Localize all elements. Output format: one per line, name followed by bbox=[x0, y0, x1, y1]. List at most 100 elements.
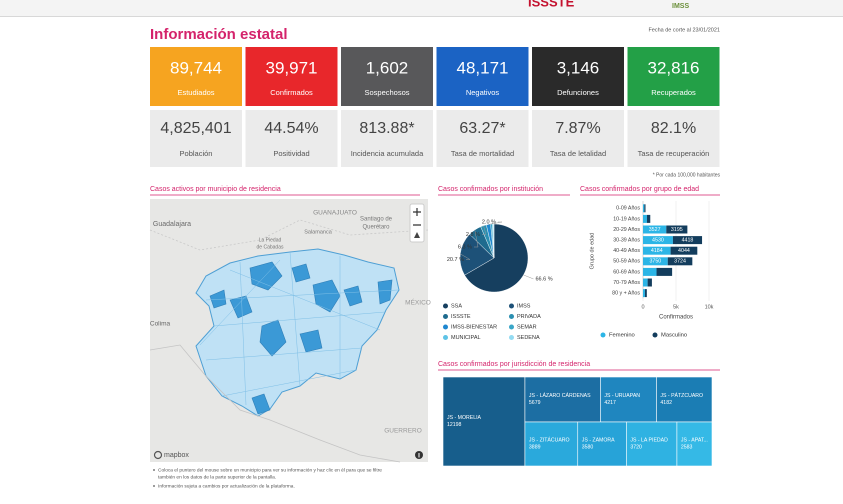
treemap-value: 4217 bbox=[604, 400, 616, 406]
municipality-highlight bbox=[291, 263, 311, 283]
bar-segment[interactable] bbox=[644, 289, 647, 298]
y-tick-label: 80 y + Años bbox=[612, 291, 640, 297]
bar-label: 3724 bbox=[674, 259, 686, 265]
municipality-highlight bbox=[209, 289, 227, 309]
indicator-label: Positividad bbox=[273, 149, 309, 158]
pie-label: 2.0 % bbox=[482, 219, 496, 225]
treemap-cell[interactable] bbox=[524, 421, 579, 467]
summary-card bbox=[150, 47, 242, 106]
pie-slice[interactable] bbox=[493, 223, 495, 259]
indicator-card bbox=[436, 110, 529, 167]
bar-segment[interactable] bbox=[644, 204, 646, 213]
summary-card bbox=[627, 47, 720, 106]
treemap-label: JS - ZAMORA bbox=[582, 437, 615, 443]
treemap-cell[interactable] bbox=[656, 376, 713, 423]
indicator-value: 813.88* bbox=[359, 120, 414, 137]
legend-label: Femenino bbox=[609, 333, 635, 339]
indicator-value: 82.1% bbox=[651, 120, 696, 137]
x-tick-label: 0 bbox=[641, 304, 644, 310]
summary-value: 32,816 bbox=[648, 58, 700, 77]
bar-segment[interactable] bbox=[666, 225, 688, 234]
pie-slice[interactable] bbox=[459, 233, 495, 276]
section-title: Casos confirmados por institución bbox=[438, 186, 543, 193]
nav-item: ISSSTE bbox=[528, 0, 575, 9]
y-tick-label: 40-49 Años bbox=[613, 248, 640, 254]
bar-segment[interactable] bbox=[647, 278, 652, 287]
indicator-value: 4,825,401 bbox=[160, 120, 231, 137]
bar-segment[interactable] bbox=[643, 225, 667, 234]
y-tick-label: 60-69 Años bbox=[613, 269, 640, 275]
municipality-highlight bbox=[229, 295, 253, 319]
y-tick-label: 10-19 Años bbox=[613, 216, 640, 222]
summary-label: Recuperados bbox=[651, 88, 696, 97]
bar-segment[interactable] bbox=[643, 204, 645, 213]
indicator-card bbox=[627, 110, 720, 167]
treemap-cell[interactable] bbox=[577, 421, 627, 467]
bar-label: 3750 bbox=[649, 259, 661, 265]
bar-label: 3527 bbox=[649, 227, 661, 233]
section-title: Casos confirmados por grupo de edad bbox=[580, 186, 699, 193]
pie-label: 6.3 % bbox=[458, 244, 472, 250]
legend-swatch bbox=[600, 332, 606, 338]
pie-leader bbox=[488, 221, 503, 225]
legend-swatch bbox=[443, 324, 448, 330]
treemap-value: 5679 bbox=[529, 400, 541, 406]
indicator-value: 7.87% bbox=[555, 120, 600, 137]
indicator-value: 44.54% bbox=[264, 120, 318, 137]
bar-segment[interactable] bbox=[643, 267, 657, 276]
bar-segment[interactable] bbox=[672, 236, 703, 245]
municipality-highlight bbox=[343, 285, 363, 307]
bar-segment[interactable] bbox=[670, 246, 698, 255]
summary-value: 89,744 bbox=[170, 58, 222, 77]
indicator-label: Incidencia acumulada bbox=[351, 149, 424, 158]
summary-label: Negativos bbox=[466, 88, 500, 97]
bar-label: 3195 bbox=[671, 227, 683, 233]
treemap-cell[interactable] bbox=[442, 376, 526, 467]
legend-label: ISSSTE bbox=[451, 314, 471, 320]
treemap-cell[interactable] bbox=[676, 421, 713, 467]
pie-leader bbox=[523, 274, 534, 280]
treemap-label: JS - MORELIA bbox=[447, 415, 482, 421]
treemap-value: 4182 bbox=[660, 400, 672, 406]
legend-swatch bbox=[509, 324, 514, 330]
bar-segment[interactable] bbox=[643, 257, 668, 266]
bar-segment[interactable] bbox=[646, 214, 651, 223]
summary-value: 3,146 bbox=[557, 58, 600, 77]
indicator-label: Tasa de letalidad bbox=[550, 149, 606, 158]
map-label: Salamanca bbox=[304, 229, 332, 235]
section-title: Casos activos por municipio de residenci… bbox=[150, 186, 281, 193]
legend-label: Masculino bbox=[661, 333, 687, 339]
indicator-label: Tasa de recuperación bbox=[638, 149, 710, 158]
bar-segment[interactable] bbox=[656, 267, 673, 276]
treemap-label: JS - PÁTZCUARO bbox=[660, 392, 703, 399]
municipality-border bbox=[221, 369, 357, 397]
summary-label: Sospechosos bbox=[364, 88, 409, 97]
bar-segment[interactable] bbox=[643, 289, 645, 298]
map-label: MÉXICO bbox=[405, 298, 431, 307]
pie-leader bbox=[482, 225, 487, 235]
municipality-border bbox=[239, 261, 247, 406]
municipality-border bbox=[199, 259, 281, 346]
indicator-card bbox=[245, 110, 338, 167]
summary-card bbox=[341, 47, 433, 106]
bar-segment[interactable] bbox=[643, 214, 647, 223]
bar-label: 4530 bbox=[652, 238, 664, 244]
bar-segment[interactable] bbox=[643, 278, 648, 287]
y-axis-label: Grupo de edad bbox=[589, 233, 595, 270]
map-attribution: mapbox bbox=[164, 452, 189, 459]
bar-segment[interactable] bbox=[643, 236, 673, 245]
summary-value: 1,602 bbox=[366, 58, 409, 77]
treemap-cell[interactable] bbox=[626, 421, 678, 467]
nav-bar bbox=[0, 0, 843, 16]
indicator-label: Tasa de mortalidad bbox=[451, 149, 514, 158]
bar-segment[interactable] bbox=[643, 246, 671, 255]
bar-segment[interactable] bbox=[667, 257, 693, 266]
treemap-label: JS - ZITÁCUARO bbox=[529, 436, 570, 443]
y-tick-label: 0-09 Años bbox=[616, 206, 640, 212]
summary-label: Estudiados bbox=[177, 88, 214, 97]
y-tick-label: 30-39 Años bbox=[613, 238, 640, 244]
note-bullet bbox=[153, 485, 155, 487]
pie-label: 2.8 % bbox=[466, 232, 480, 238]
treemap-label: JS - LA PIEDAD bbox=[630, 437, 668, 443]
zoom-control[interactable] bbox=[409, 203, 425, 243]
